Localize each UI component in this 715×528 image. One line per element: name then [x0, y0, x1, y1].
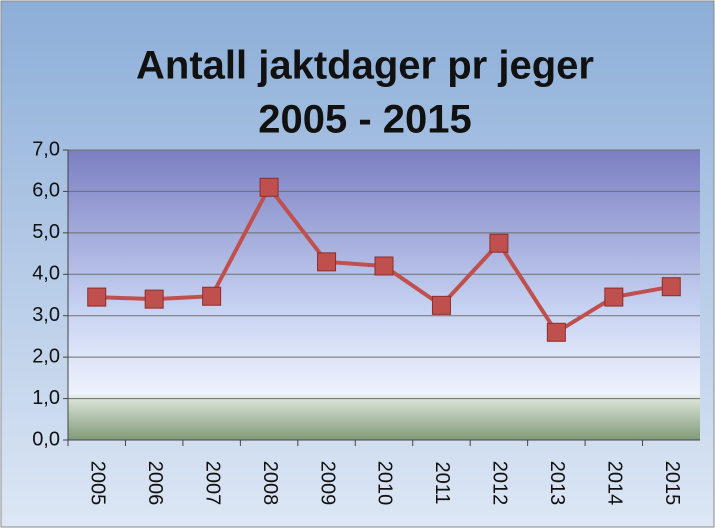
x-tick-label: 2008	[259, 461, 281, 506]
marker	[489, 233, 509, 253]
chart-title: Antall jaktdager pr jeger	[136, 44, 594, 88]
x-tick-label: 2015	[661, 461, 683, 506]
marker	[431, 295, 451, 315]
marker	[259, 177, 279, 197]
marker	[604, 287, 624, 307]
y-tick-label: 5,0	[32, 221, 60, 243]
marker	[374, 256, 394, 276]
x-tick-label: 2009	[316, 461, 338, 506]
x-tick-label: 2005	[86, 461, 108, 506]
x-tick-label: 2007	[201, 461, 223, 506]
x-tick-label: 2014	[604, 461, 626, 506]
marker	[87, 287, 107, 307]
y-tick-label: 6,0	[32, 180, 60, 202]
marker	[202, 286, 222, 306]
y-tick-label: 7,0	[32, 138, 60, 160]
chart-title: 2005 - 2015	[258, 98, 472, 142]
x-tick-label: 2011	[431, 461, 453, 504]
x-tick-label: 2012	[489, 461, 511, 506]
x-tick-label: 2006	[144, 461, 166, 506]
marker	[661, 277, 681, 297]
plot-area	[68, 150, 700, 440]
y-tick-label: 2,0	[32, 345, 60, 367]
marker	[317, 252, 337, 272]
y-tick-label: 4,0	[32, 263, 60, 285]
x-tick-label: 2013	[546, 461, 568, 506]
y-tick-label: 1,0	[32, 387, 60, 409]
marker	[144, 289, 164, 309]
x-tick-label: 2010	[374, 461, 396, 506]
y-tick-label: 0,0	[32, 428, 60, 450]
marker	[546, 322, 566, 342]
y-tick-label: 3,0	[32, 304, 60, 326]
